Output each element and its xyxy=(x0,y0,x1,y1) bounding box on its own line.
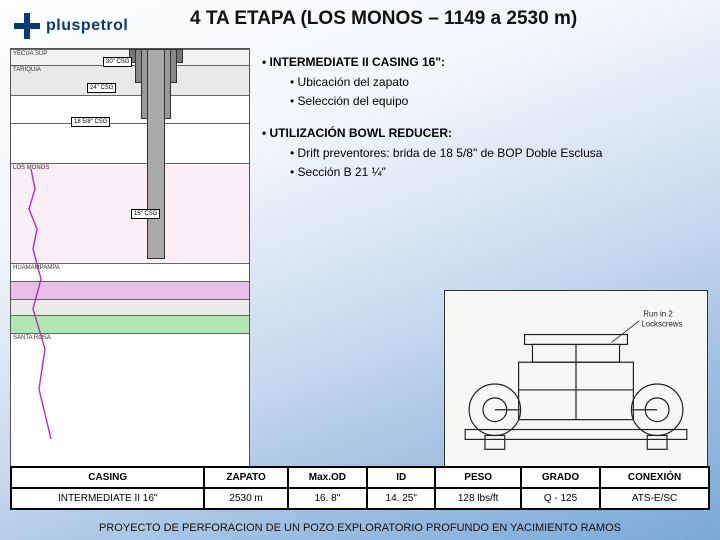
section1-head: INTERMEDIATE II CASING 16": xyxy=(262,54,710,70)
table-header: GRADO xyxy=(521,467,600,488)
table-cell: 2530 m xyxy=(204,488,287,509)
right-panel: INTERMEDIATE II CASING 16": Ubicación de… xyxy=(258,48,710,482)
table-header: CONEXIÓN xyxy=(600,467,709,488)
section1-item-0: Ubicación del zapato xyxy=(262,74,710,90)
page-title: 4 TA ETAPA (LOS MONOS – 1149 a 2530 m) xyxy=(190,8,712,30)
table-header: CASING xyxy=(11,467,204,488)
table-cell: 128 lbs/ft xyxy=(435,488,520,509)
table-cell: 14. 25" xyxy=(367,488,435,509)
log-curve xyxy=(11,49,249,481)
content: YECUA SUPTARIQUIALOS MONOSHUAMAMPAMPASAN… xyxy=(10,48,710,482)
table-cell: 16. 8" xyxy=(288,488,367,509)
table-header: PESO xyxy=(435,467,520,488)
footer-text: PROYECTO DE PERFORACION DE UN POZO EXPLO… xyxy=(0,522,720,534)
bullet-list: INTERMEDIATE II CASING 16": Ubicación de… xyxy=(262,54,710,180)
casing-label: 30" CSG xyxy=(103,57,132,67)
section2-item-1: Sección B 21 ¼" xyxy=(262,164,710,180)
table-header: ZAPATO xyxy=(204,467,287,488)
casing-label: 16" CSG xyxy=(131,209,160,219)
equipment-drawing: Run in 2 Lockscrews xyxy=(444,290,708,480)
well-schematic: YECUA SUPTARIQUIALOS MONOSHUAMAMPAMPASAN… xyxy=(10,48,250,482)
logo: pluspetrol xyxy=(14,13,128,39)
table-cell: ATS-E/SC xyxy=(600,488,709,509)
section2-head: UTILIZACIÓN BOWL REDUCER: xyxy=(262,125,710,141)
table-header: ID xyxy=(367,467,435,488)
table-row: INTERMEDIATE II 16"2530 m16. 8"14. 25"12… xyxy=(11,488,709,509)
casing-label: 24" CSG xyxy=(87,83,116,93)
brand-name: pluspetrol xyxy=(46,17,128,35)
table-cell: Q - 125 xyxy=(521,488,600,509)
section2-item-0: Drift preventores: brida de 18 5/8" de B… xyxy=(262,145,710,161)
equip-label-2: Lockscrews xyxy=(641,320,682,329)
logo-mark-icon xyxy=(14,13,40,39)
equip-label-1: Run in 2 xyxy=(643,310,672,319)
section1-item-1: Selección del equipo xyxy=(262,93,710,109)
casing-table: CASINGZAPATOMax.ODIDPESOGRADOCONEXIÓN IN… xyxy=(10,466,710,510)
table-header: Max.OD xyxy=(288,467,367,488)
casing-label: 18 5/8" CSG xyxy=(71,117,110,127)
table-cell: INTERMEDIATE II 16" xyxy=(11,488,204,509)
